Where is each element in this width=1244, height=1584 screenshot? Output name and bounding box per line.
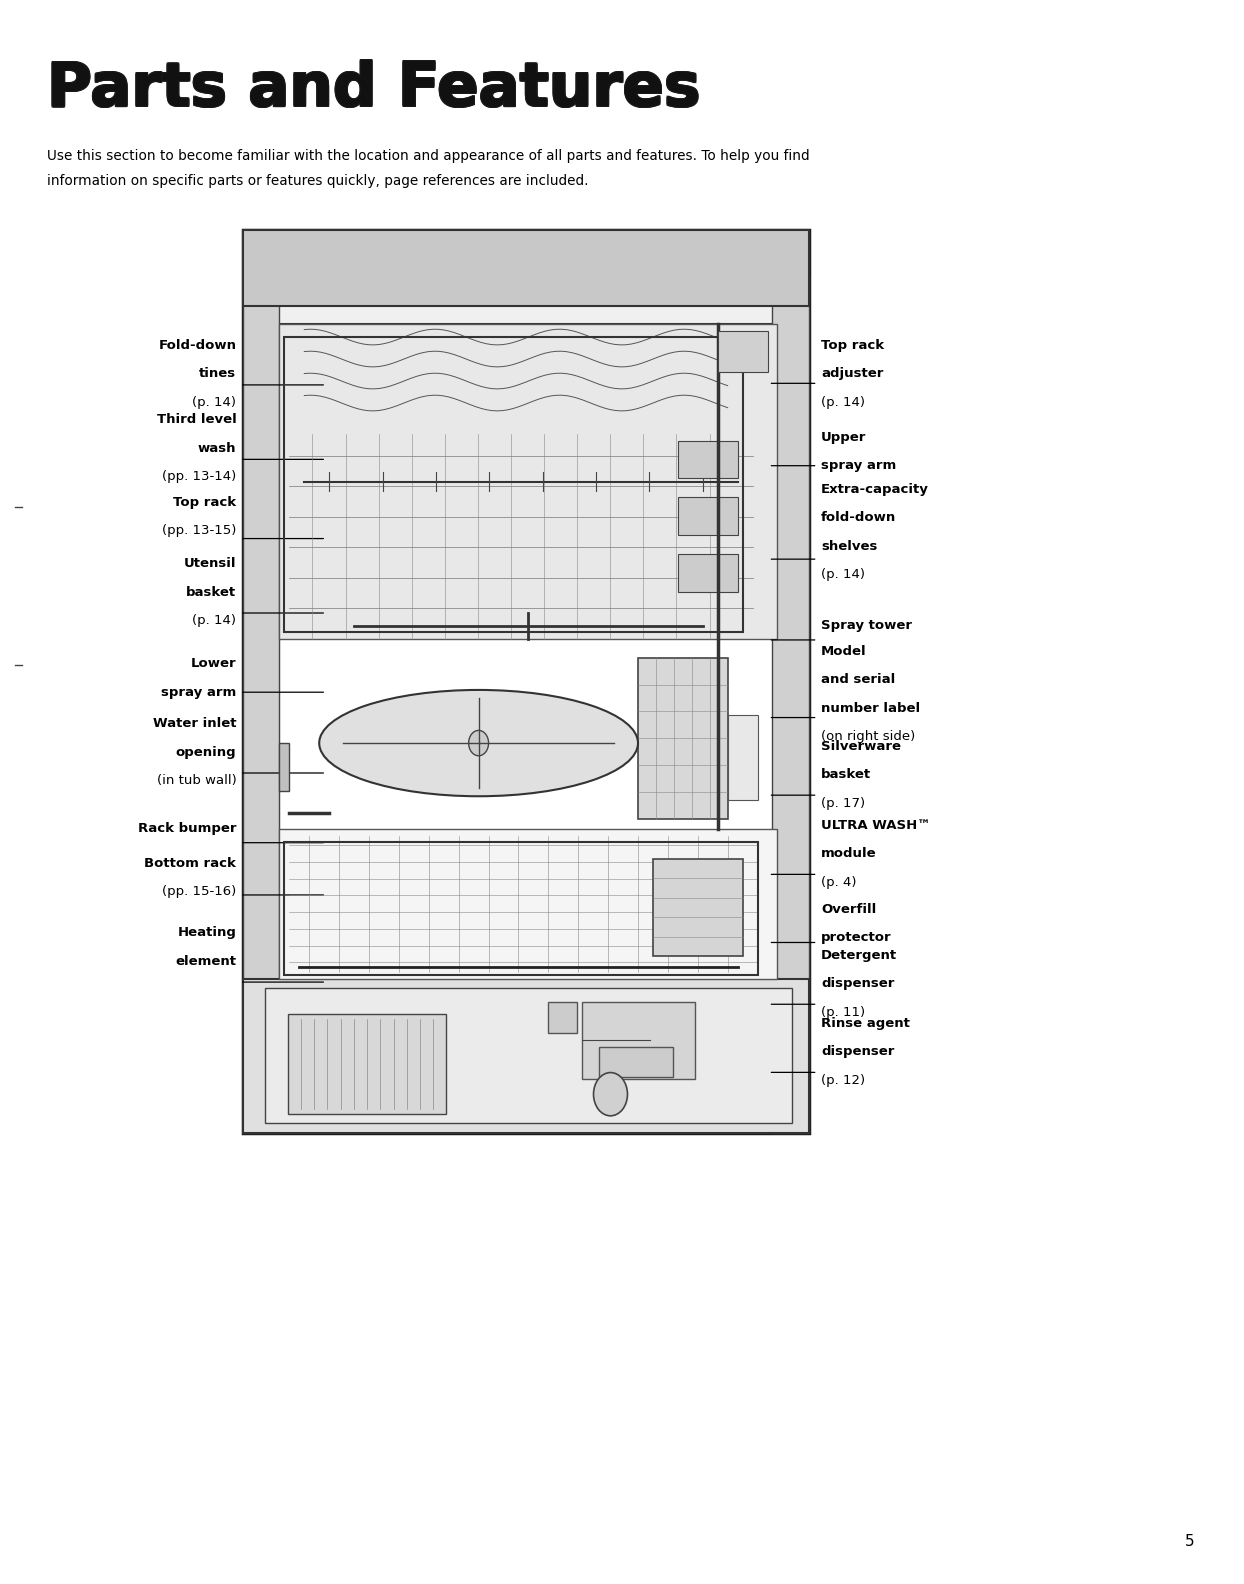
Text: Parts and Features: Parts and Features [49,60,702,119]
Bar [678,440,738,478]
Text: Overfill: Overfill [821,903,876,916]
Text: opening: opening [175,746,236,759]
Bar [280,828,778,979]
Text: (on right side): (on right side) [821,730,916,743]
Text: Parts and Features: Parts and Features [47,62,700,120]
Text: Bottom rack: Bottom rack [144,857,236,870]
Bar [287,1014,447,1114]
Text: Third level: Third level [157,413,236,426]
Text: (pp. 13-15): (pp. 13-15) [162,524,236,537]
Text: (pp. 13-14): (pp. 13-14) [162,470,236,483]
Text: wash: wash [198,442,236,455]
Text: Model: Model [821,645,867,657]
Bar [285,337,743,632]
Text: adjuster: adjuster [821,367,883,380]
Text: (p. 12): (p. 12) [821,1074,865,1087]
Text: Extra-capacity: Extra-capacity [821,483,929,496]
Text: basket: basket [187,586,236,599]
Text: Rack bumper: Rack bumper [138,822,236,835]
Text: information on specific parts or features quickly, page references are included.: information on specific parts or feature… [47,174,588,188]
Text: module: module [821,847,877,860]
Text: (p. 14): (p. 14) [821,396,865,409]
Bar [280,743,290,790]
Text: Water inlet: Water inlet [153,718,236,730]
Text: Parts and Features: Parts and Features [47,60,700,119]
Text: (p. 14): (p. 14) [821,569,865,581]
Bar [280,325,778,979]
Text: ULTRA WASH™: ULTRA WASH™ [821,819,931,832]
Bar [718,331,768,372]
Bar [243,276,280,1133]
Text: dispenser: dispenser [821,977,894,990]
Text: Upper: Upper [821,431,866,444]
Bar [280,325,778,638]
Text: (p. 11): (p. 11) [821,1006,865,1019]
Text: Top rack: Top rack [173,496,236,508]
Text: Fold-down: Fold-down [158,339,236,352]
Text: Detergent: Detergent [821,949,897,961]
Text: Rinse agent: Rinse agent [821,1017,909,1030]
Text: Silverware: Silverware [821,740,901,752]
Bar [265,988,791,1123]
Text: Top rack: Top rack [821,339,884,352]
Text: (p. 14): (p. 14) [193,396,236,409]
Text: Lower: Lower [190,657,236,670]
Bar [600,1047,673,1077]
Text: protector: protector [821,931,892,944]
Text: (p. 17): (p. 17) [821,797,865,809]
Bar [243,979,809,1133]
Text: Parts and Features: Parts and Features [49,59,702,117]
Text: (p. 4): (p. 4) [821,876,857,889]
Circle shape [469,730,489,756]
Text: Parts and Features: Parts and Features [46,60,699,119]
Text: shelves: shelves [821,540,877,553]
Bar [243,230,809,1133]
Text: Heating: Heating [178,927,236,939]
Bar [243,230,809,306]
Text: (pp. 15-16): (pp. 15-16) [162,885,236,898]
Text: tines: tines [199,367,236,380]
Bar [678,497,738,535]
Text: Parts and Features: Parts and Features [46,59,699,117]
Text: and serial: and serial [821,673,896,686]
Text: Parts and Features: Parts and Features [49,62,702,120]
Text: Utensil: Utensil [184,558,236,570]
Text: Parts and Features: Parts and Features [47,59,700,117]
Bar [549,1003,576,1033]
Text: fold-down: fold-down [821,512,896,524]
Text: 5: 5 [1184,1535,1194,1549]
Text: (p. 14): (p. 14) [193,615,236,627]
Text: (in tub wall): (in tub wall) [157,775,236,787]
Text: Parts and Features: Parts and Features [46,62,699,120]
Ellipse shape [320,691,638,797]
Text: Use this section to become familiar with the location and appearance of all part: Use this section to become familiar with… [47,149,810,163]
Text: spray arm: spray arm [162,686,236,699]
Text: Spray tower: Spray tower [821,619,912,632]
Text: number label: number label [821,702,921,714]
Text: basket: basket [821,768,871,781]
Text: spray arm: spray arm [821,459,896,472]
Bar [582,1003,695,1079]
Bar [638,657,728,819]
Text: dispenser: dispenser [821,1045,894,1058]
Bar [653,859,743,957]
Bar [678,554,738,591]
Circle shape [593,1072,627,1115]
Bar [728,714,758,800]
Bar [771,276,809,1133]
Text: element: element [175,955,236,968]
Bar [285,843,758,974]
